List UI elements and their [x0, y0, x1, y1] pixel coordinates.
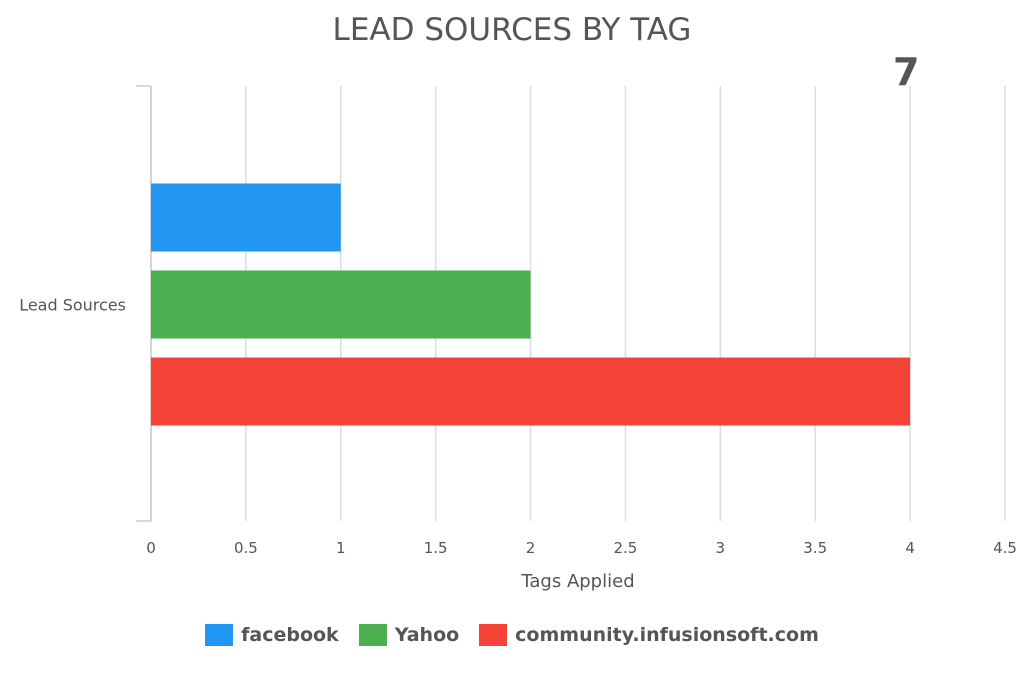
legend-swatch: [205, 624, 234, 646]
bar-facebook[interactable]: [151, 183, 341, 252]
x-tick-label: 3: [716, 539, 726, 557]
legend-label: Yahoo: [394, 624, 460, 646]
axis-labels: Lead Sources Tags Applied: [19, 296, 634, 593]
legend-item[interactable]: facebook: [205, 624, 339, 646]
x-tick-labels: 0 0.5 1 1.5 2 2.5 3 3.5 4 4.5: [146, 539, 1017, 557]
legend-item[interactable]: Yahoo: [358, 624, 460, 646]
x-tick-label: 2.5: [614, 539, 638, 557]
y-category-label: Lead Sources: [19, 296, 126, 315]
axes: [136, 85, 152, 522]
chart-title: LEAD SOURCES BY TAG: [332, 12, 692, 48]
legend-swatch: [358, 624, 387, 646]
x-tick-label: 0.5: [234, 539, 258, 557]
x-tick-label: 1: [336, 539, 346, 557]
bar-yahoo[interactable]: [151, 270, 531, 339]
x-axis-title: Tags Applied: [520, 571, 634, 592]
x-tick-label: 4.5: [993, 539, 1017, 557]
legend-item[interactable]: community.infusionsoft.com: [479, 624, 819, 646]
bar-community-infusionsoft-com[interactable]: [151, 357, 911, 426]
x-tick-label: 0: [146, 539, 156, 557]
legend: facebook Yahoo community.infusionsoft.com: [0, 624, 1024, 646]
x-tick-label: 1.5: [424, 539, 448, 557]
total-count: 7: [893, 50, 920, 94]
x-tick-label: 4: [905, 539, 915, 557]
x-tick-label: 3.5: [803, 539, 827, 557]
legend-label: community.infusionsoft.com: [515, 624, 819, 646]
bars: [151, 183, 911, 426]
x-tick-label: 2: [526, 539, 536, 557]
legend-label: facebook: [241, 624, 339, 646]
legend-swatch: [479, 624, 508, 646]
